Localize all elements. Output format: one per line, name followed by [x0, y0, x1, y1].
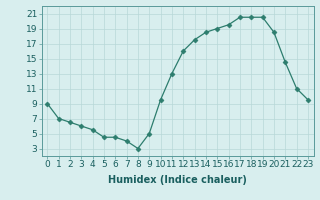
- X-axis label: Humidex (Indice chaleur): Humidex (Indice chaleur): [108, 175, 247, 185]
